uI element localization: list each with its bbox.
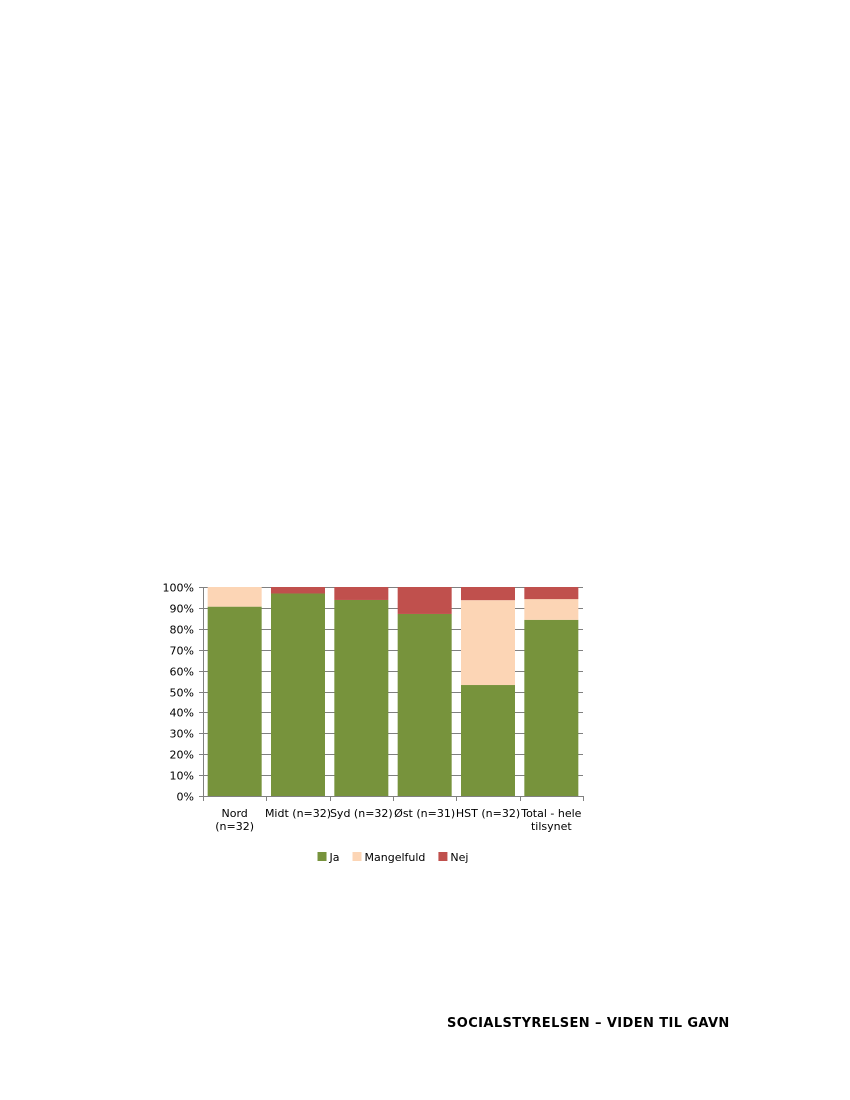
bar-segment-ja	[207, 606, 262, 796]
legend-label: Ja	[329, 851, 340, 864]
y-tick-label: 10%	[170, 770, 194, 783]
y-tick-label: 100%	[163, 582, 194, 595]
x-category-label: (n=32)	[215, 820, 254, 833]
legend-swatch-nej	[438, 852, 448, 861]
x-category-label: tilsynet	[531, 820, 572, 833]
bar-segment-nej	[524, 587, 579, 600]
x-category-label: Nord	[222, 807, 248, 820]
x-category-label: Total - hele	[520, 807, 581, 820]
bar-segment-mangelfuld	[207, 587, 262, 607]
legend-label: Mangelfuld	[365, 851, 426, 864]
y-tick-label: 40%	[170, 707, 194, 720]
y-tick-label: 90%	[170, 603, 194, 616]
bar-segment-ja	[271, 593, 325, 796]
gridlines	[203, 587, 583, 797]
axes: 0% 10% 20% 30% 40% 50% 60% 70% 80% 90% 100% Nord(n=…	[163, 582, 584, 833]
x-category-label: Øst (n=31)	[394, 807, 455, 820]
y-tick-label: 70%	[170, 645, 194, 658]
legend-swatch-ja	[317, 852, 327, 861]
y-tick-label: 0%	[177, 791, 194, 804]
y-tick-label: 80%	[170, 624, 194, 637]
bar-segment-mangelfuld	[524, 599, 579, 620]
bar-segment-nej	[334, 587, 389, 600]
bars	[207, 587, 579, 796]
y-tick-label: 50%	[170, 687, 194, 700]
x-category-label: Midt (n=32)	[265, 807, 331, 820]
bar-segment-ja	[397, 613, 452, 796]
legend-label: Nej	[450, 851, 468, 864]
footer-tagline: SOCIALSTYRELSEN – VIDEN TIL GAVN	[447, 1016, 730, 1031]
y-tick-label: 30%	[170, 728, 194, 741]
x-category-label: Syd (n=32)	[330, 807, 393, 820]
y-tick-label: 60%	[170, 666, 194, 679]
legend: Ja Mangelfuld Nej	[317, 851, 468, 864]
bar-segment-mangelfuld	[461, 600, 515, 686]
bar-segment-ja	[461, 685, 515, 796]
bar-segment-nej	[271, 587, 325, 594]
bar-segment-ja	[524, 619, 579, 796]
legend-swatch-mangelfuld	[352, 852, 362, 861]
x-category-label: HST (n=32)	[456, 807, 520, 820]
bar-segment-nej	[461, 587, 515, 601]
y-tick-label: 20%	[170, 749, 194, 762]
bar-segment-ja	[334, 599, 389, 796]
bar-segment-nej	[397, 587, 452, 614]
